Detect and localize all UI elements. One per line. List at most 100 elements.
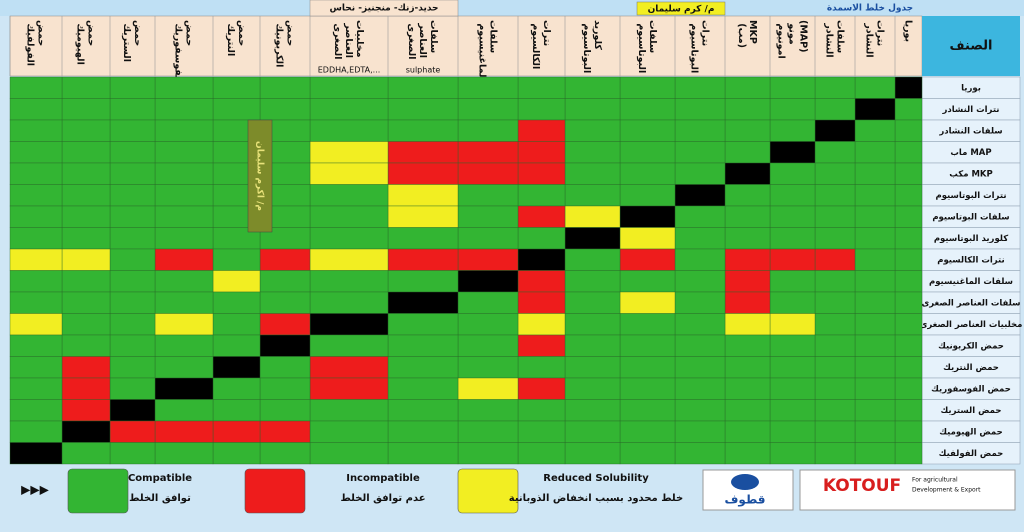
- row-label: سلفات الماغنيسيوم: [929, 277, 1013, 287]
- cell: [387, 399, 459, 422]
- cell: [894, 98, 923, 121]
- legend-label-ar: توافق الخلط: [129, 493, 191, 504]
- row-label: بوريا: [961, 83, 981, 93]
- cell: [724, 270, 771, 293]
- cell: [387, 270, 459, 293]
- cell: [619, 76, 676, 99]
- cell: [814, 356, 856, 379]
- cell: [212, 313, 261, 336]
- cell: [564, 356, 621, 379]
- cell: [517, 377, 566, 400]
- cell: [154, 356, 214, 379]
- cell: [814, 98, 856, 121]
- cell: [61, 98, 111, 121]
- cell: [854, 205, 896, 228]
- cell: [387, 141, 459, 164]
- cell: [619, 205, 676, 228]
- logo-text: قطوف: [724, 493, 765, 508]
- cell: [674, 313, 726, 336]
- column-header: MKP (مب): [737, 20, 759, 48]
- cell: [457, 313, 519, 336]
- cell: [564, 399, 621, 422]
- cell: [619, 141, 676, 164]
- cell: [517, 227, 566, 250]
- cell: [61, 184, 111, 207]
- cell: [564, 76, 621, 99]
- cell: [387, 184, 459, 207]
- cell: [724, 313, 771, 336]
- cell: [674, 420, 726, 443]
- cell: [457, 291, 519, 314]
- cell: [517, 119, 566, 142]
- cell: [854, 442, 896, 465]
- cell: [109, 119, 156, 142]
- cell: [109, 291, 156, 314]
- cell: [769, 420, 816, 443]
- cell: [564, 141, 621, 164]
- cell: [9, 442, 63, 465]
- column-header: سلفات النشادر: [824, 20, 846, 58]
- cell: [769, 291, 816, 314]
- cell: [619, 248, 676, 271]
- cell: [9, 227, 63, 250]
- cell: [9, 162, 63, 185]
- cell: [814, 334, 856, 357]
- cell: [814, 205, 856, 228]
- sheet-title: جدول خلط الاسمدة: [827, 4, 913, 14]
- cell: [854, 313, 896, 336]
- row-label: حمض الفوسفوريك: [931, 384, 1011, 394]
- cell: [61, 270, 111, 293]
- cell: [109, 399, 156, 422]
- cell: [259, 313, 311, 336]
- cell: [894, 119, 923, 142]
- cell: [894, 334, 923, 357]
- cell: [769, 141, 816, 164]
- cell: [619, 227, 676, 250]
- micro-group-box: [309, 0, 459, 17]
- cell: [61, 313, 111, 336]
- column-header: نترات الكالسيوم: [531, 20, 553, 69]
- cell: [674, 227, 726, 250]
- row-label: مخلبيات العناصر الصغرى: [920, 320, 1023, 330]
- cell: [894, 184, 923, 207]
- cell: [517, 420, 566, 443]
- cell: [724, 98, 771, 121]
- cell: [894, 141, 923, 164]
- row-label: نترات النشادر: [941, 105, 999, 115]
- author: م/ كرم سليمان: [648, 5, 715, 15]
- nav-arrows[interactable]: ▶▶▶: [21, 483, 49, 497]
- cell: [154, 205, 214, 228]
- cell: [517, 399, 566, 422]
- cell: [457, 270, 519, 293]
- cell: [61, 334, 111, 357]
- cell: [109, 270, 156, 293]
- row-label: نترات البوتاسيوم: [935, 191, 1006, 201]
- cell: [724, 119, 771, 142]
- row-label: حمض الهيوميك: [939, 427, 1003, 437]
- cell: [259, 248, 311, 271]
- column-header: حمض الفوسفوريك: [173, 20, 195, 83]
- cell: [309, 420, 389, 443]
- cell: [154, 334, 214, 357]
- cell: [854, 399, 896, 422]
- cell: [154, 162, 214, 185]
- cell: [674, 76, 726, 99]
- cell: [457, 399, 519, 422]
- cell: [387, 420, 459, 443]
- cell: [154, 227, 214, 250]
- legend-label: Incompatible: [346, 473, 420, 484]
- cell: [9, 377, 63, 400]
- cell: [154, 248, 214, 271]
- cell: [517, 98, 566, 121]
- cell: [309, 162, 389, 185]
- cell: [769, 76, 816, 99]
- cell: [894, 205, 923, 228]
- legend-swatch: [457, 468, 519, 514]
- column-header: كلوريد البوتاسيوم: [582, 20, 604, 73]
- cell: [387, 119, 459, 142]
- cell: [854, 162, 896, 185]
- cell: [724, 162, 771, 185]
- cell: [769, 356, 816, 379]
- column-header: حمض الستريك: [122, 20, 144, 62]
